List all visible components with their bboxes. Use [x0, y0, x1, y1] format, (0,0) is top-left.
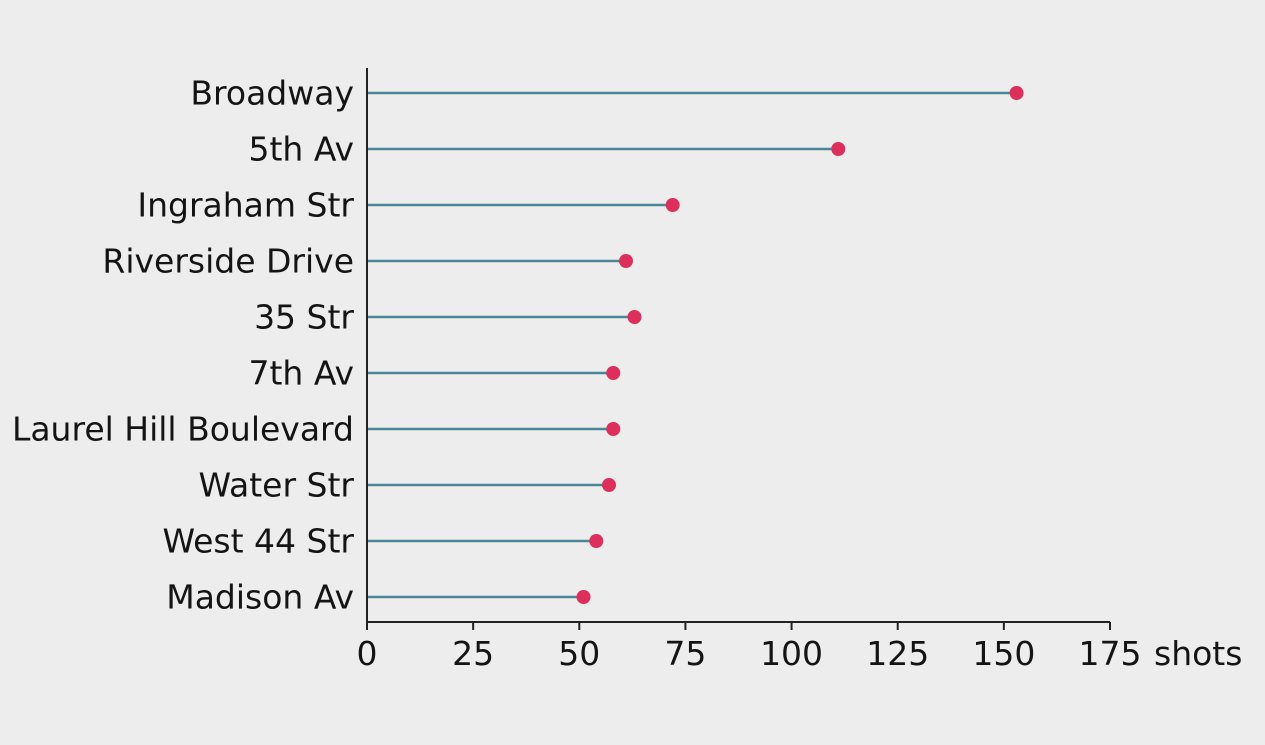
x-tick-label: 150: [972, 634, 1035, 673]
x-unit-label: shots: [1154, 634, 1242, 673]
x-ticks: 0 25 50 75 100 125 150 175: [357, 622, 1142, 673]
category-label-water-str: Water Str: [199, 466, 355, 505]
x-tick-label: 0: [357, 634, 378, 673]
category-label-riverside-drive: Riverside Drive: [102, 242, 354, 281]
x-tick-label: 75: [664, 634, 706, 673]
dot-riverside-drive: [618, 254, 633, 268]
dots-group: [576, 86, 1024, 604]
stems-group: [367, 91, 1017, 599]
x-tick-label: 100: [760, 634, 823, 673]
category-label-west-44-str: West 44 Str: [162, 522, 354, 561]
dot-ingraham-str: [665, 198, 680, 212]
dot-broadway: [1009, 86, 1024, 100]
dot-35-str: [627, 310, 642, 324]
dot-water-str: [602, 478, 617, 492]
x-tick-label: 125: [866, 634, 929, 673]
category-label-5th-av: 5th Av: [248, 130, 354, 169]
category-label-ingraham-str: Ingraham Str: [137, 186, 354, 225]
dot-madison-av: [576, 590, 591, 604]
dot-5th-av: [831, 142, 846, 156]
category-label-7th-av: 7th Av: [248, 354, 354, 393]
category-label-madison-av: Madison Av: [166, 578, 354, 617]
dot-west-44-str: [589, 534, 604, 548]
x-tick-label: 50: [558, 634, 600, 673]
category-label-broadway: Broadway: [190, 74, 354, 113]
category-labels: Broadway 5th Av Ingraham Str Riverside Driv…: [12, 74, 354, 617]
x-tick-label: 25: [452, 634, 494, 673]
category-label-laurel-hill-boulevard: Laurel Hill Boulevard: [12, 410, 354, 449]
category-label-35-str: 35 Str: [254, 298, 354, 337]
dot-laurel-hill-boulevard: [606, 422, 621, 436]
dot-7th-av: [606, 366, 621, 380]
x-tick-label: 175: [1079, 634, 1142, 673]
